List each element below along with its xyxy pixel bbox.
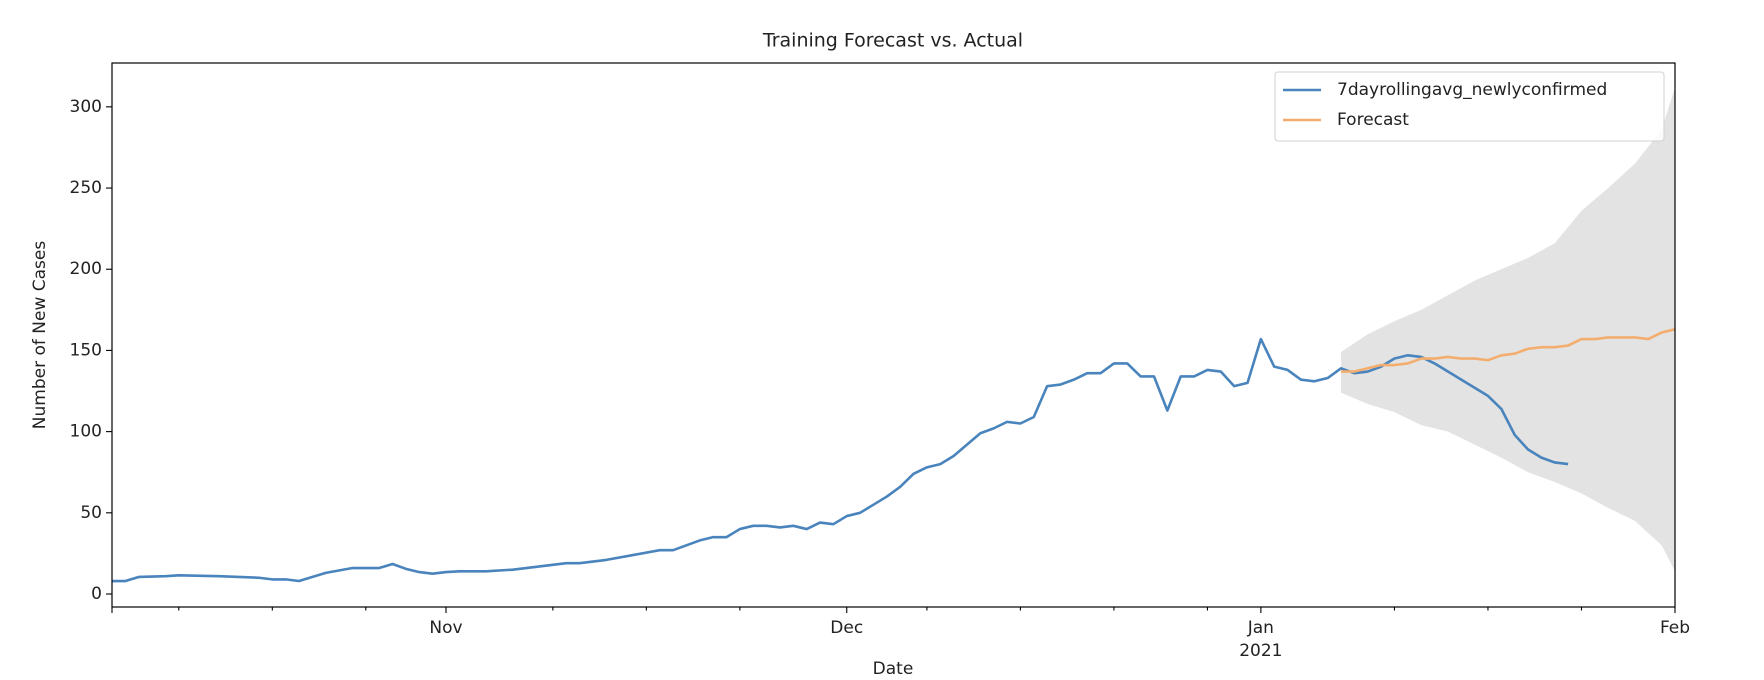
x-tick-label: Nov — [429, 618, 462, 638]
chart-title: Training Forecast vs. Actual — [762, 30, 1023, 52]
y-tick-label: 150 — [70, 340, 102, 360]
x-tick-label: Feb — [1660, 618, 1690, 638]
y-tick-label: 50 — [80, 503, 102, 523]
plot-area — [112, 87, 1675, 583]
x-tick-label: Dec — [830, 618, 863, 638]
y-tick-label: 0 — [91, 584, 102, 604]
series-line — [1341, 328, 1675, 373]
y-tick-label: 200 — [70, 259, 102, 279]
confidence-band — [1341, 87, 1675, 572]
legend-box — [1274, 71, 1665, 142]
legend-label: Forecast — [1337, 110, 1409, 130]
x-tick-label: Jan 2021 — [1239, 618, 1282, 661]
plot-frame — [111, 62, 1676, 608]
x-axis-label: Date — [873, 659, 914, 679]
legend-label: 7dayrollingavg_newlyconfirmed — [1337, 80, 1607, 100]
y-tick-label: 250 — [70, 178, 102, 198]
y-tick-label: 100 — [70, 422, 102, 442]
y-tick-label: 300 — [70, 97, 102, 117]
y-axis-label: Number of New Cases — [30, 241, 50, 430]
series-line — [112, 337, 1569, 583]
